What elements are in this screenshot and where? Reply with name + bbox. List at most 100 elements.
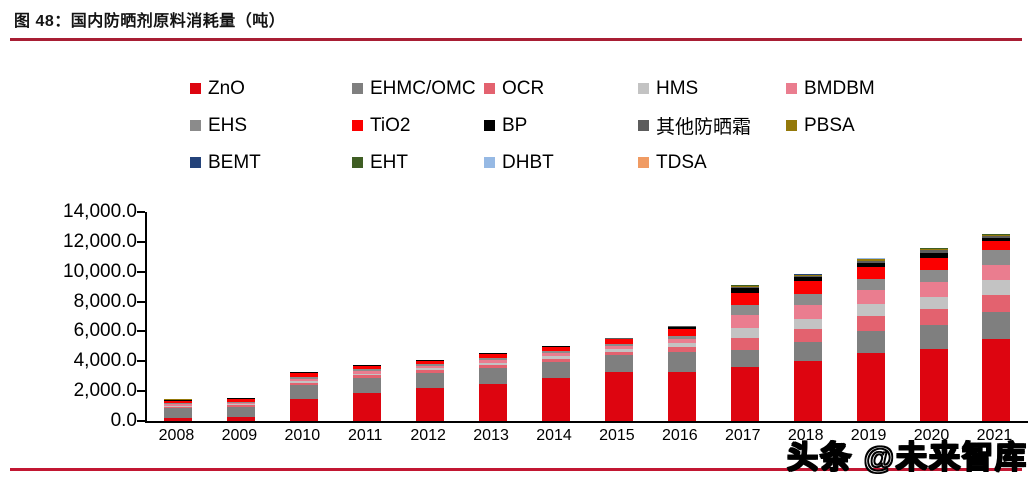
bar-slot [525, 212, 588, 421]
bar-2010 [290, 371, 319, 421]
legend-label: PBSA [804, 114, 855, 136]
bar-segment-HMS [856, 303, 885, 316]
bar-segment-TiO2 [353, 366, 382, 370]
bar-segment-EHS [730, 305, 759, 316]
bar-segment-PBSA [730, 285, 759, 287]
legend-item-EHMC/OMC: EHMC/OMC [352, 78, 484, 100]
y-tick-label: 0.0 [110, 410, 137, 431]
bar-segment-PBSA [793, 274, 822, 276]
bar-segment-其他防晒霜 [793, 275, 822, 278]
bar-segment-BMDBM [227, 402, 256, 405]
bar-segment-BMDBM [541, 353, 570, 357]
bar-2013 [479, 353, 508, 421]
legend: ZnO EHMC/OMC OCR HMS BMDBM EHS TiO2 BP 其他防晒霜 PBSA… [190, 70, 956, 181]
bar-segment-BMDBM [730, 315, 759, 329]
y-tick-label: 6,000.0 [73, 320, 137, 342]
bar-segment-OCR [919, 308, 948, 325]
bar-segment-PBSA [919, 249, 948, 251]
bar-segment-BP [667, 326, 696, 329]
legend-label: BMDBM [804, 77, 875, 99]
bar-segment-BP [416, 360, 445, 361]
legend-label: EHT [370, 151, 408, 173]
bar-segment-EHS [793, 294, 822, 305]
bar-segment-其他防晒霜 [730, 286, 759, 289]
legend-swatch-icon [786, 83, 797, 94]
bar-segment-BP [919, 253, 948, 259]
bar-segment-ZnO [479, 383, 508, 421]
bar-2008 [164, 399, 193, 421]
figure-title: 图 48：国内防晒剂原料消耗量（吨） [14, 13, 286, 30]
bar-segment-HMS [982, 279, 1011, 295]
bar-slot [336, 212, 399, 421]
y-tick-label: 4,000.0 [73, 350, 137, 372]
legend-item-PBSA: PBSA [786, 115, 956, 137]
bar-segment-EHMC/OMC [982, 312, 1011, 339]
x-tick-label: 2012 [410, 427, 446, 444]
bar-2011 [353, 365, 382, 421]
bar-segment-BP [353, 365, 382, 367]
bar-2015 [604, 338, 633, 421]
bar-segment-HMS [164, 405, 193, 407]
bar-segment-BP [164, 400, 193, 402]
y-tick [137, 270, 145, 273]
bar-segment-EHS [982, 250, 1011, 266]
legend-row: ZnO EHMC/OMC OCR HMS BMDBM [190, 70, 956, 107]
bar-slot [902, 212, 965, 421]
legend-swatch-icon [352, 83, 363, 94]
bar-segment-BMDBM [982, 265, 1011, 280]
bar-segment-ZnO [353, 392, 382, 421]
bar-segment-EHMC/OMC [856, 330, 885, 354]
bar-segment-EHMC/OMC [353, 378, 382, 393]
bar-segment-ZnO [164, 418, 193, 421]
bar-segment-EHMC/OMC [416, 373, 445, 389]
legend-label: OCR [502, 77, 545, 99]
bar-segment-EHS [856, 279, 885, 290]
bar-segment-EHS [227, 401, 256, 403]
legend-swatch-icon [190, 120, 201, 131]
y-tick [137, 330, 145, 333]
bar-segment-HMS [919, 296, 948, 309]
bottom-rule [10, 468, 1022, 471]
bar-segment-HMS [793, 318, 822, 330]
bar-segment-TiO2 [982, 241, 1011, 251]
x-tick-label: 2020 [913, 427, 950, 444]
bar-2021 [982, 233, 1011, 421]
bar-segment-BMDBM [416, 365, 445, 369]
bar-segment-ZnO [856, 353, 885, 421]
bar-segment-BP [604, 338, 633, 340]
legend-item-ZnO: ZnO [190, 78, 352, 100]
legend-swatch-icon [484, 83, 495, 94]
y-tick [137, 300, 145, 303]
bar-segment-OCR [541, 358, 570, 363]
bar-segment-BMDBM [793, 304, 822, 319]
bar-segment-BEMT [982, 234, 1011, 236]
y-tick-label: 10,000.0 [63, 260, 137, 282]
bar-segment-TiO2 [290, 373, 319, 377]
y-tick [137, 240, 145, 243]
bar-segment-OCR [227, 405, 256, 408]
bar-segment-TiO2 [416, 360, 445, 364]
bar-segment-TiO2 [730, 293, 759, 306]
bar-slot [713, 212, 776, 421]
legend-swatch-icon [484, 120, 495, 131]
bar-2009 [227, 397, 256, 421]
legend-item-其他防晒霜: 其他防晒霜 [638, 112, 786, 139]
bar-segment-HMS [667, 343, 696, 348]
legend-swatch-icon [190, 157, 201, 168]
bar-segment-ZnO [919, 349, 948, 421]
bar-segment-TiO2 [793, 281, 822, 295]
bar-segment-TiO2 [604, 339, 633, 344]
bar-segment-EHS [667, 336, 696, 340]
y-axis: 0.0 2,000.0 4,000.0 6,000.0 8,000.0 10,000.0 1… [0, 0, 137, 479]
x-axis: 2008 2009 2010 2011 2012 2013 2014 2015 2016 2017… [145, 427, 1026, 445]
bar-segment-EHMC/OMC [290, 385, 319, 399]
x-tick-label: 2017 [724, 427, 761, 444]
bar-segment-ZnO [982, 338, 1011, 421]
bar-segment-EHMC/OMC [667, 352, 696, 373]
bar-segment-BP [793, 277, 822, 282]
legend-item-DHBT: DHBT [484, 152, 638, 174]
bar-segment-ZnO [667, 372, 696, 421]
bar-segment-HMS [730, 328, 759, 339]
x-tick-label: 2014 [536, 427, 572, 444]
